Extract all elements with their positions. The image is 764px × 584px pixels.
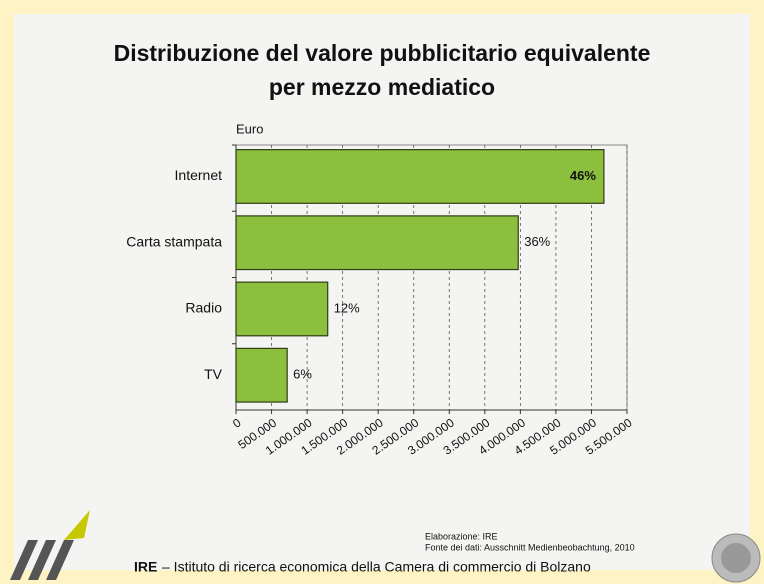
logo — [10, 510, 90, 580]
y-tick-label: Internet — [175, 167, 223, 183]
bar — [235, 149, 605, 204]
chart-title: Distribuzione del valore pubblicitario e… — [114, 40, 651, 66]
note: Fonte dei dati: Ausschnitt Medienbeobach… — [425, 542, 635, 552]
bar — [235, 281, 329, 337]
data-label: 46% — [570, 168, 596, 183]
note: Elaborazione: IRE — [425, 531, 498, 541]
y-tick-label: Radio — [185, 300, 222, 316]
data-label: 6% — [293, 367, 312, 382]
axis-label: Euro — [236, 121, 263, 136]
y-tick-label: Carta stampata — [126, 233, 222, 249]
bar — [235, 215, 519, 271]
y-tick-label: TV — [204, 366, 223, 382]
seal — [711, 533, 761, 583]
data-label: 12% — [334, 300, 360, 315]
data-label: 36% — [524, 234, 550, 249]
footer-org: IRE — [134, 559, 157, 575]
bar — [235, 347, 288, 403]
footer: – Istituto di ricerca economica della Ca… — [162, 559, 591, 575]
chart-subtitle: per mezzo mediatico — [269, 74, 495, 100]
